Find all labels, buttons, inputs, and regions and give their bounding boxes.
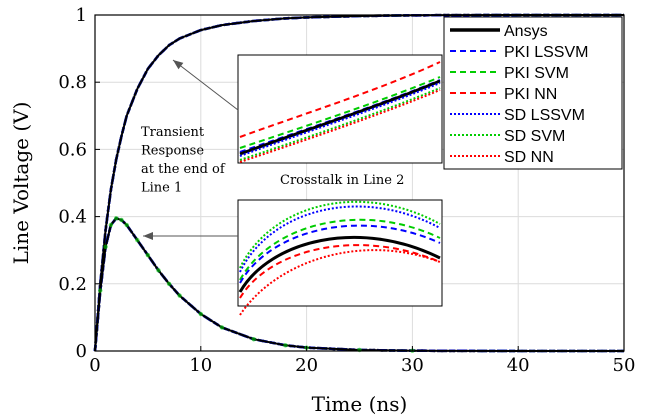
legend-label: Ansys [504,23,548,40]
x-tick-label: 40 [507,355,530,376]
sd-svm-point [198,311,203,317]
inset-line2-curve [239,205,441,273]
sd-svm-point [98,288,103,293]
y-tick-label: 0.2 [58,274,87,295]
inset-line1-curve [239,76,441,149]
inset-line2-curve [238,235,441,293]
legend-label: SD SVM [504,128,565,145]
sd-svm-point [124,222,129,228]
sd-svm-point [219,325,225,330]
inset-line1-curve [239,61,441,138]
inset-line1-frame [237,54,443,164]
sd-svm-point [135,237,140,243]
y-tick-label: 0.6 [58,139,87,160]
inset-line2-curve [239,218,441,281]
arrow-line1 [172,59,239,111]
y-axis-label: Line Voltage (V) [9,102,33,265]
x-tick-label: 50 [613,355,636,376]
x-tick-label: 30 [401,355,424,376]
inset-line2-curve [239,244,441,299]
y-tick-label: 0.4 [58,207,87,228]
inset-line1-curve [239,89,441,163]
sd-svm-point [108,222,114,228]
annotation-line: Response [141,144,204,159]
legend-label: SD LSSVM [504,107,585,124]
inset-line1-curve [239,82,441,157]
y-tick-label: 1 [76,5,87,26]
axes-frame [94,14,625,352]
series-line1-ansys [94,14,624,352]
x-tick-label: 0 [89,355,100,376]
legend-label: SD NN [504,149,554,166]
series-markers [98,216,415,353]
arrow-line1-head [173,60,184,70]
sd-svm-point [177,293,182,298]
legend-label: PKI LSSVM [504,44,588,61]
crosstalk-annotation: Crosstalk in Line 2 [280,173,404,188]
arrow-line2-head [143,232,153,240]
sd-svm-point [103,244,108,250]
sd-svm-point [156,268,161,273]
x-tick-label: 20 [295,355,318,376]
sd-svm-point [283,343,288,348]
legend-label: PKI SVM [504,65,569,82]
x-tick-label: 10 [189,355,212,376]
ticks: 0 10 20 30 40 50 0 0.2 0.4 0.6 0.8 1 [58,5,635,376]
arrow-line2 [143,232,238,240]
inset-line1-curve [239,79,441,156]
inset-line2-curve [239,249,441,316]
inset-line2-curve [239,224,441,284]
legend: Ansys PKI LSSVM PKI SVM PKI NN SD LSSVM SD SV… [443,16,623,170]
sd-svm-point [113,216,119,221]
transient-annotation: Transient Response at the end of Line 1 [141,125,226,196]
sd-svm-point [145,253,151,258]
annotation-line: at the end of [141,162,226,177]
inset-line1-curve [239,87,441,161]
arrow-line1-shaft [172,59,239,111]
inset-line1 [237,54,443,164]
sd-svm-point [251,337,256,342]
y-tick-label: 0.8 [58,72,87,93]
inset-line2 [237,199,443,316]
sd-svm-point [166,281,172,286]
inset-line2-curve [239,200,441,269]
y-tick-label: 0 [76,341,87,362]
annotation-line: Line 1 [141,181,182,196]
x-axis-label: Time (ns) [312,392,408,416]
legend-label: PKI NN [504,86,557,103]
sd-svm-point [119,217,124,223]
annotation-line: Transient [141,125,205,140]
